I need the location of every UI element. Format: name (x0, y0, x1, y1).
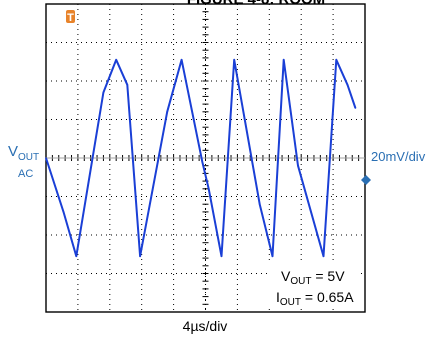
annotation-2-main: I (276, 289, 280, 305)
data-point (258, 203, 261, 205)
data-point (233, 59, 236, 61)
data-point (271, 255, 274, 257)
data-point (126, 84, 129, 86)
data-point (282, 59, 285, 61)
data-point (62, 211, 65, 213)
data-point (220, 255, 223, 257)
trigger-marker: T (66, 10, 75, 24)
data-point (322, 255, 325, 257)
data-point (335, 59, 338, 61)
left-axis-label: VOUT (8, 143, 39, 163)
data-point (166, 111, 169, 113)
annotation-line-2: IOUT = 0.65A (276, 289, 354, 308)
time-scale-label: 4µs/div (183, 318, 228, 334)
trace-layer (45, 58, 357, 258)
data-point (45, 157, 47, 159)
annotation-2-sub: OUT (280, 297, 301, 308)
data-point (102, 91, 105, 94)
annotation-1-main: V (281, 268, 291, 284)
vertical-scale-label: 20mV/div (371, 149, 426, 164)
data-point (297, 164, 299, 167)
annotation-line-1: VOUT = 5V (281, 268, 345, 287)
annotation-box: VOUT = 5V IOUT = 0.65A (268, 263, 360, 309)
left-label-main: V (8, 143, 18, 160)
data-point (139, 255, 141, 257)
data-point (180, 59, 183, 61)
data-point (201, 161, 204, 163)
data-point (115, 59, 117, 61)
trigger-marker-label: T (67, 12, 74, 24)
data-point (75, 255, 78, 257)
annotation-1-sub: OUT (290, 276, 311, 287)
data-point (354, 107, 357, 109)
left-label-ac: AC (18, 168, 33, 180)
data-point (346, 84, 349, 86)
left-label-sub: OUT (18, 152, 39, 163)
annotation-1-value: = 5V (311, 268, 345, 284)
channel-offset-marker (361, 175, 371, 185)
annotation-2-value: = 0.65A (301, 289, 354, 305)
data-point (207, 188, 210, 190)
